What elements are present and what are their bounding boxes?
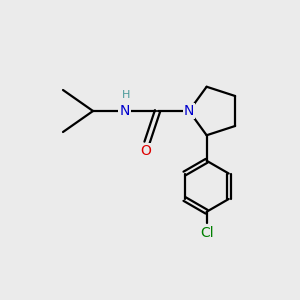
Text: H: H [122,90,130,100]
Text: N: N [119,104,130,118]
Text: Cl: Cl [200,226,213,240]
Text: N: N [184,104,194,118]
Text: O: O [140,144,151,158]
